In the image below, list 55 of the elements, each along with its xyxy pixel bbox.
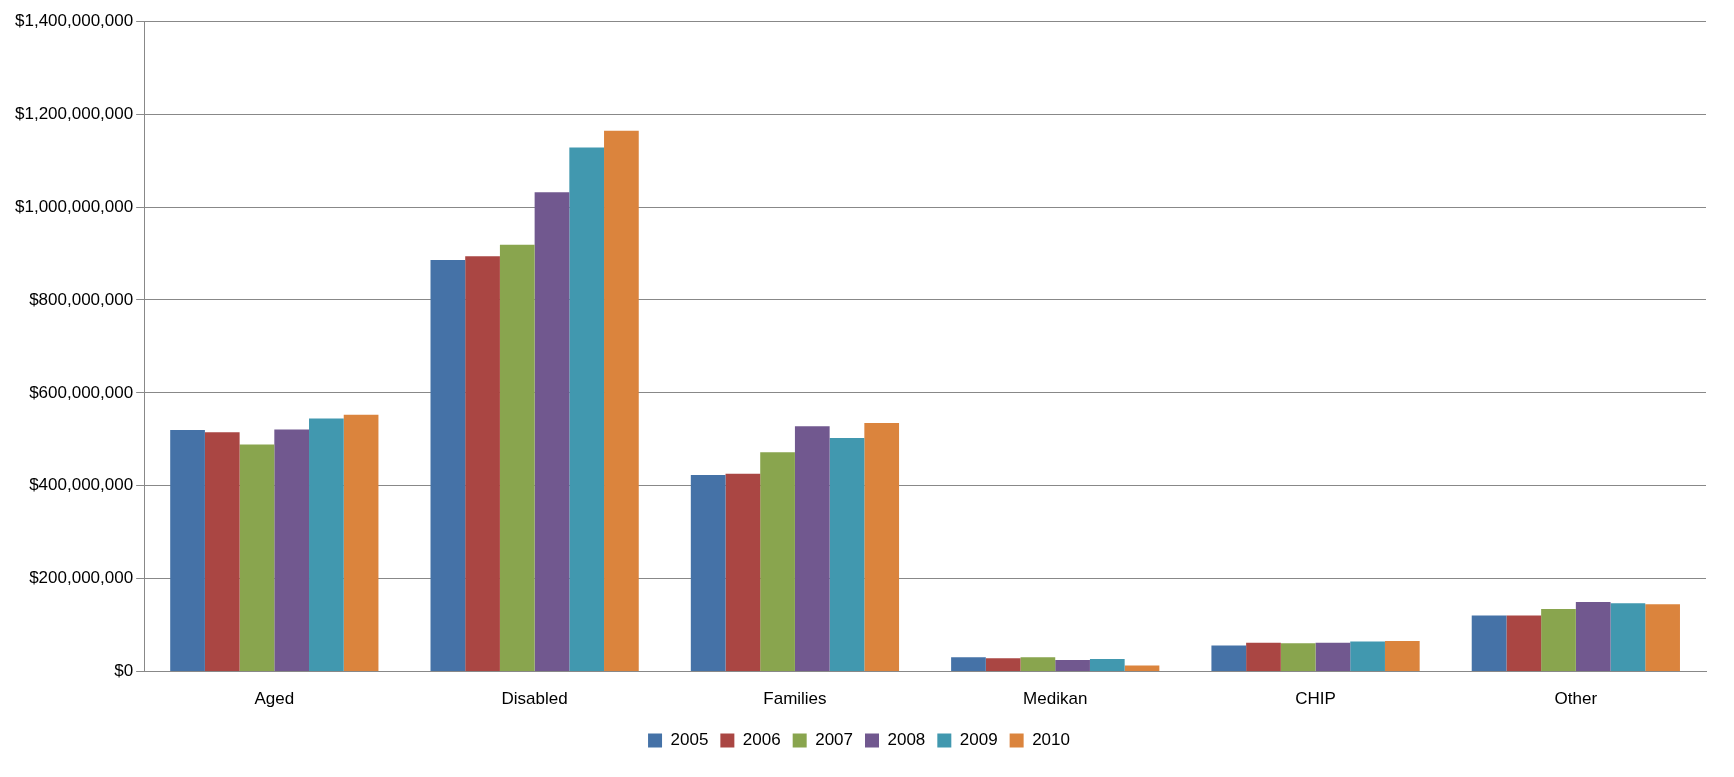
bar <box>1020 657 1056 672</box>
legend-label: 2008 <box>887 730 926 750</box>
bar <box>1541 608 1576 672</box>
bar <box>534 192 570 672</box>
bar <box>309 418 344 672</box>
x-tick-label: Disabled <box>501 689 568 709</box>
bar <box>1506 615 1542 672</box>
bar <box>1384 640 1420 672</box>
bar <box>829 437 865 672</box>
bar <box>1055 659 1090 672</box>
bar <box>604 130 639 672</box>
legend-label: 2010 <box>1032 730 1070 750</box>
bar <box>499 244 535 672</box>
x-tick-label: Other <box>1554 689 1598 709</box>
bar <box>343 414 379 672</box>
bar <box>170 430 205 672</box>
y-tick-label: $1,200,000,000 <box>15 103 134 123</box>
bar <box>985 658 1021 672</box>
legend-label: 2009 <box>959 730 998 750</box>
bar <box>725 473 761 672</box>
bar <box>465 256 500 672</box>
bar <box>1211 645 1247 672</box>
bar <box>204 432 240 672</box>
bar <box>274 429 310 672</box>
y-tick-label: $0 <box>114 661 134 681</box>
bar <box>690 475 726 672</box>
bar <box>430 259 466 672</box>
bar <box>1315 642 1351 672</box>
bar <box>1575 601 1611 672</box>
bar <box>1610 603 1646 672</box>
bar <box>239 444 275 672</box>
x-tick-label: Families <box>763 689 827 709</box>
bar <box>760 452 795 672</box>
y-tick-label: $1,400,000,000 <box>15 10 134 30</box>
x-tick-label: CHIP <box>1295 689 1336 709</box>
bar <box>1471 615 1507 672</box>
y-tick-label: $600,000,000 <box>29 382 134 402</box>
x-tick-label: Aged <box>254 689 295 709</box>
bar <box>1246 642 1281 672</box>
x-tick-label: Medikan <box>1023 689 1088 709</box>
bar <box>569 147 605 672</box>
legend-label: 2007 <box>815 730 854 750</box>
legend-label: 2005 <box>670 730 709 750</box>
y-tick-label: $400,000,000 <box>29 475 134 495</box>
y-tick-label: $1,000,000,000 <box>15 196 134 216</box>
y-tick-label: $200,000,000 <box>29 568 134 588</box>
bar <box>1280 643 1316 672</box>
legend-label: 2006 <box>742 730 781 750</box>
bar <box>1645 604 1680 672</box>
bar <box>1089 659 1125 672</box>
y-tick-label: $800,000,000 <box>29 289 134 309</box>
bar <box>794 426 830 672</box>
bar <box>951 657 986 672</box>
bar <box>1350 641 1385 672</box>
bar <box>864 423 900 672</box>
